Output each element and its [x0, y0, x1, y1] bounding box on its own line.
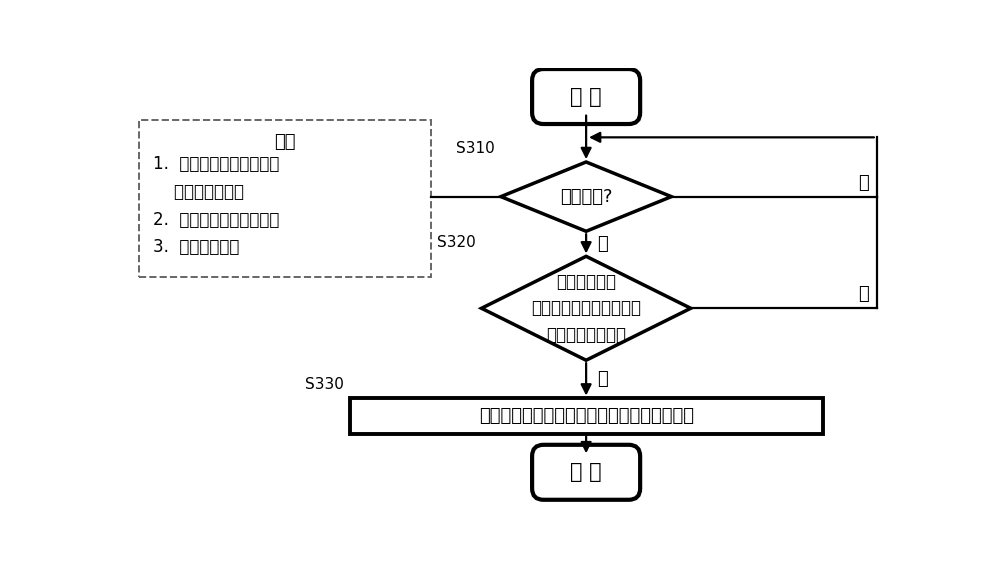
FancyBboxPatch shape — [532, 445, 640, 500]
Polygon shape — [501, 162, 671, 231]
Text: S310: S310 — [456, 141, 495, 156]
Text: 是: 是 — [597, 235, 608, 253]
Bar — [139, 120, 431, 277]
Text: 是: 是 — [858, 285, 869, 303]
Text: 否: 否 — [597, 370, 608, 388]
Polygon shape — [482, 256, 691, 360]
Text: 1.  一定时间内两侧轮速的
    差值是否恒定？
2.  偏航角速度是否为０？
3.  是否为直行？: 1. 一定时间内两侧轮速的 差值是否恒定？ 2. 偏航角速度是否为０？ 3. 是… — [153, 155, 279, 256]
Text: 条件: 条件 — [274, 133, 296, 151]
Text: 结 束: 结 束 — [570, 462, 602, 483]
Text: S320: S320 — [437, 235, 475, 250]
Text: 满足条件?: 满足条件? — [560, 188, 612, 206]
Text: S330: S330 — [305, 377, 344, 392]
Bar — [350, 399, 822, 434]
Text: 开 始: 开 始 — [570, 87, 602, 107]
FancyBboxPatch shape — [532, 69, 640, 124]
Text: 使用当前的转向角偏移量来更新偏移量记忆块: 使用当前的转向角偏移量来更新偏移量记忆块 — [479, 407, 694, 425]
Text: 当前转向角与
储存于偏移量记忆块中的
转向角是否一致？: 当前转向角与 储存于偏移量记忆块中的 转向角是否一致？ — [531, 273, 641, 344]
Text: 否: 否 — [858, 174, 869, 192]
